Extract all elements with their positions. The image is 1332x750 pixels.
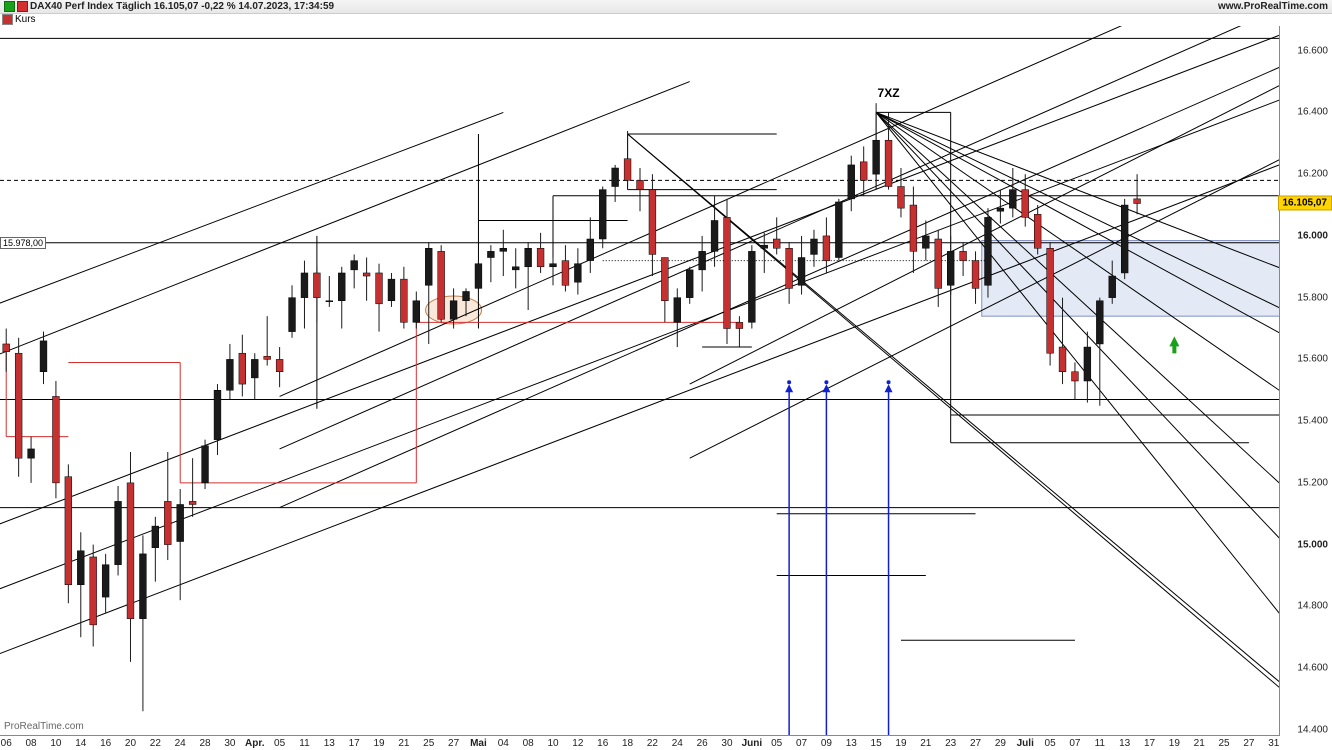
x-tick-label: 05 [771,738,782,749]
x-tick-label: 05 [1045,738,1056,749]
y-tick-label: 15.200 [1297,477,1328,488]
x-tick-label: 30 [721,738,732,749]
x-tick-label: 16 [597,738,608,749]
chart-area[interactable]: 14.400 14.600 14.800 15.000 15.200 15.400 15.6… [0,26,1332,750]
x-tick-label: 20 [125,738,136,749]
y-tick-label: 16.400 [1297,107,1328,118]
x-tick-label: 19 [895,738,906,749]
y-tick-label: 15.400 [1297,416,1328,427]
x-tick-label: Juni [742,738,763,749]
x-tick-label: 12 [572,738,583,749]
legend-swatch [2,14,13,25]
chart-title: DAX40 Perf Index Täglich 16.105,07 -0,22… [30,1,334,12]
x-tick-label: 26 [697,738,708,749]
x-tick-label: 25 [423,738,434,749]
x-tick-label: Mai [470,738,487,749]
x-tick-label: 13 [846,738,857,749]
current-price-badge: 16.105,07 [1278,196,1332,211]
x-tick-label: Juli [1017,738,1034,749]
chart-header: DAX40 Perf Index Täglich 16.105,07 -0,22… [0,0,1332,14]
x-tick-label: 10 [50,738,61,749]
x-tick-label: 27 [1243,738,1254,749]
x-tick-label: 07 [1069,738,1080,749]
x-tick-label: 21 [398,738,409,749]
down-candle-icon [17,1,28,12]
y-tick-label: 16.000 [1297,230,1328,241]
y-tick-label: 16.600 [1297,45,1328,56]
chart-svg[interactable] [0,26,1332,750]
x-tick-label: 24 [175,738,186,749]
x-tick-label: 13 [1119,738,1130,749]
price-side-label: 15.978,00 [0,237,46,249]
x-tick-label: 17 [1144,738,1155,749]
x-tick-label: 11 [1095,738,1105,749]
x-axis: 06 08 10 14 16 20 22 24 28 30 Apr. 05 11 13 17 19 21 25 27… [0,735,1280,750]
x-tick-label: 14 [75,738,86,749]
y-tick-label: 16.200 [1297,169,1328,180]
x-tick-label: 13 [324,738,335,749]
watermark: ProRealTime.com [4,721,84,732]
annotation-7xz: 7XZ [878,86,900,100]
x-tick-label: 23 [945,738,956,749]
x-tick-label: 30 [224,738,235,749]
x-tick-label: 09 [821,738,832,749]
x-tick-label: 16 [100,738,111,749]
x-tick-label: 10 [547,738,558,749]
x-tick-label: 27 [970,738,981,749]
x-tick-label: Apr. [245,738,264,749]
x-tick-label: 17 [349,738,360,749]
x-tick-label: 18 [622,738,633,749]
x-tick-label: 29 [995,738,1006,749]
x-tick-label: 19 [373,738,384,749]
y-tick-label: 14.400 [1297,724,1328,735]
x-tick-label: 08 [26,738,37,749]
y-tick-label: 14.800 [1297,601,1328,612]
x-tick-label: 11 [299,738,309,749]
x-tick-label: 19 [1169,738,1180,749]
y-tick-label: 15.800 [1297,292,1328,303]
x-tick-label: 22 [150,738,161,749]
y-tick-label: 14.600 [1297,663,1328,674]
x-tick-label: 07 [796,738,807,749]
legend: Kurs [2,14,36,25]
y-axis: 14.400 14.600 14.800 15.000 15.200 15.400 15.6… [1279,26,1332,736]
x-tick-label: 08 [523,738,534,749]
y-tick-label: 15.000 [1297,539,1328,550]
x-tick-label: 25 [1219,738,1230,749]
x-tick-label: 05 [274,738,285,749]
x-tick-label: 27 [448,738,459,749]
x-tick-label: 04 [498,738,509,749]
x-tick-label: 15 [871,738,882,749]
x-tick-label: 21 [920,738,931,749]
x-tick-label: 06 [1,738,12,749]
x-tick-label: 22 [647,738,658,749]
x-tick-label: 31 [1268,738,1279,749]
legend-label: Kurs [15,14,36,25]
y-tick-label: 15.600 [1297,354,1328,365]
brand-label: www.ProRealTime.com [1218,1,1328,12]
x-tick-label: 28 [199,738,210,749]
x-tick-label: 21 [1194,738,1205,749]
x-tick-label: 24 [672,738,683,749]
up-candle-icon [4,1,15,12]
